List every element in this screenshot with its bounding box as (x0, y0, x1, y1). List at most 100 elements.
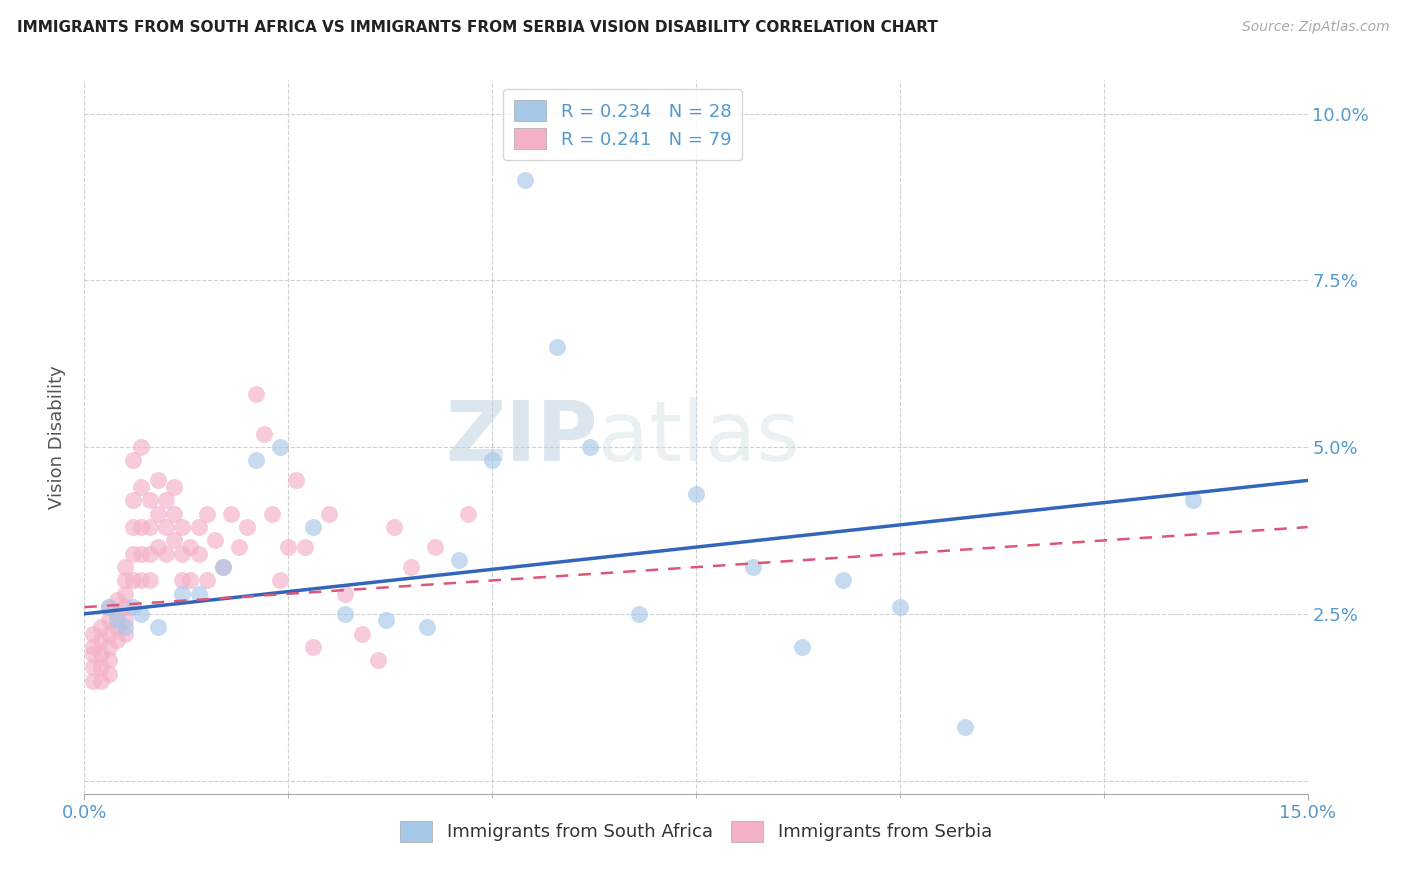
Point (301, 520, 323, 534)
Point (138, 574, 160, 588)
Point (889, 600, 911, 615)
Point (155, 547, 177, 561)
Point (449, 553, 471, 567)
Point (97, 614, 120, 628)
Point (179, 540, 201, 554)
Point (269, 574, 291, 588)
Point (423, 540, 446, 554)
Point (122, 520, 145, 534)
Point (131, 520, 153, 534)
Point (146, 620, 169, 634)
Point (105, 607, 128, 621)
Text: Source: ZipAtlas.com: Source: ZipAtlas.com (1241, 20, 1389, 34)
Point (269, 440, 291, 454)
Point (138, 547, 160, 561)
Point (146, 507, 169, 521)
Text: atlas: atlas (598, 397, 800, 477)
Text: IMMIGRANTS FROM SOUTH AFRICA VS IMMIGRANTS FROM SERBIA VISION DISABILITY CORRELA: IMMIGRANTS FROM SOUTH AFRICA VS IMMIGRAN… (17, 20, 938, 35)
Point (105, 633, 128, 648)
Point (685, 487, 707, 501)
Legend: Immigrants from South Africa, Immigrants from Serbia: Immigrants from South Africa, Immigrants… (392, 814, 1000, 849)
Point (131, 480, 153, 494)
Point (172, 520, 194, 534)
Point (195, 507, 218, 521)
Point (277, 540, 299, 554)
Point (513, 173, 536, 187)
Point (335, 587, 357, 601)
Point (382, 520, 405, 534)
Point (260, 507, 283, 521)
Point (122, 493, 145, 508)
Point (253, 426, 276, 441)
Point (82, 640, 104, 655)
Point (122, 600, 145, 615)
Point (481, 453, 503, 467)
Point (187, 520, 209, 534)
Point (375, 614, 398, 628)
Point (457, 507, 479, 521)
Point (90, 673, 112, 688)
Point (212, 560, 235, 574)
Point (97, 666, 120, 681)
Point (219, 507, 242, 521)
Point (105, 593, 128, 607)
Point (122, 547, 145, 561)
Point (294, 540, 316, 554)
Point (301, 640, 323, 655)
Point (155, 493, 177, 508)
Point (105, 614, 128, 628)
Point (114, 614, 136, 628)
Point (146, 540, 169, 554)
Point (155, 520, 177, 534)
Point (90, 620, 112, 634)
Point (114, 574, 136, 588)
Point (114, 627, 136, 641)
Point (114, 620, 136, 634)
Point (105, 620, 128, 634)
Point (245, 386, 267, 401)
Point (97, 653, 120, 667)
Y-axis label: Vision Disability: Vision Disability (48, 365, 66, 509)
Point (82, 673, 104, 688)
Point (212, 560, 235, 574)
Point (172, 574, 194, 588)
Point (82, 627, 104, 641)
Point (172, 587, 194, 601)
Point (122, 453, 145, 467)
Point (114, 600, 136, 615)
Point (97, 640, 120, 655)
Point (97, 627, 120, 641)
Point (831, 574, 853, 588)
Point (97, 600, 120, 615)
Point (187, 547, 209, 561)
Point (131, 574, 153, 588)
Point (172, 547, 194, 561)
Point (138, 493, 160, 508)
Point (114, 587, 136, 601)
Point (90, 647, 112, 661)
Point (236, 520, 259, 534)
Point (187, 587, 209, 601)
Point (114, 560, 136, 574)
Point (90, 660, 112, 674)
Point (204, 533, 226, 548)
Point (82, 660, 104, 674)
Point (245, 453, 267, 467)
Text: ZIP: ZIP (446, 397, 598, 477)
Point (163, 507, 186, 521)
Point (131, 607, 153, 621)
Point (742, 560, 765, 574)
Point (546, 340, 568, 354)
Point (790, 640, 813, 655)
Point (367, 653, 389, 667)
Point (627, 607, 650, 621)
Point (146, 474, 169, 488)
Point (131, 547, 153, 561)
Point (163, 533, 186, 548)
Point (131, 440, 153, 454)
Point (138, 520, 160, 534)
Point (399, 560, 422, 574)
Point (285, 474, 308, 488)
Point (350, 627, 373, 641)
Point (122, 574, 145, 588)
